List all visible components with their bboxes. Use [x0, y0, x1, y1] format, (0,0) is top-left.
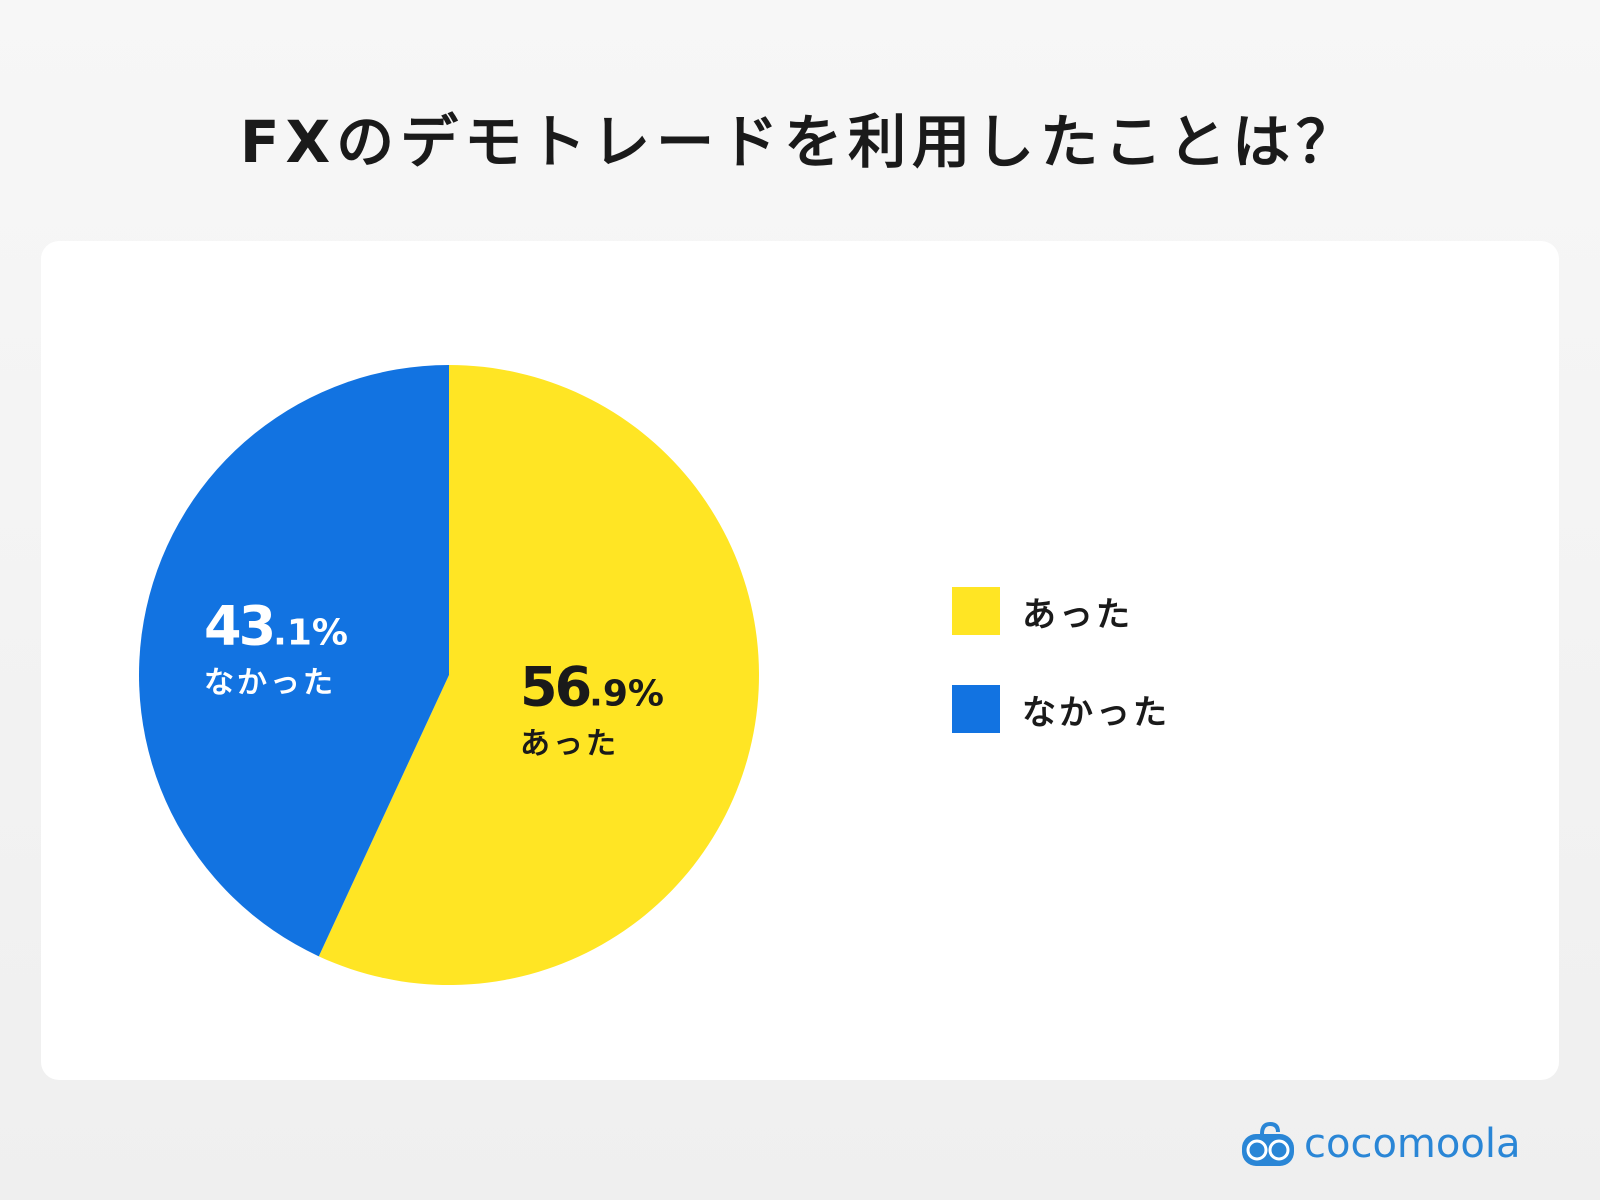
- legend-label: なかった: [1022, 692, 1170, 733]
- cocomoola-logo: cocomoola: [1240, 1120, 1520, 1168]
- slice-value: 43: [204, 594, 276, 658]
- pie-slice-0: [318, 365, 759, 986]
- slice-value: 56: [520, 655, 592, 719]
- slice-label-nakatta: 43.1% なかった: [204, 595, 348, 702]
- chart-title: FXのデモトレードを利用したことは？: [239, 108, 1361, 176]
- slice-category: あった: [520, 726, 620, 762]
- slice-label-atta: 56.9% あった: [520, 656, 664, 763]
- legend-item-nakatta: なかった: [952, 685, 1170, 733]
- legend-swatch: [952, 587, 1000, 635]
- pie-chart: [138, 365, 759, 986]
- logo-text: cocomoola: [1304, 1121, 1521, 1167]
- logo-icon: [1242, 1121, 1294, 1166]
- chart-card: 43.1% なかった 56.9% あった: [41, 241, 1559, 1080]
- pie-slice-1: [138, 365, 449, 957]
- legend: あった なかった: [952, 587, 1170, 783]
- slice-category: なかった: [204, 665, 337, 701]
- slice-value-decimal: .9%: [589, 673, 664, 715]
- legend-label: あった: [1022, 594, 1133, 635]
- slice-value-decimal: .1%: [273, 612, 348, 654]
- legend-swatch: [952, 685, 1000, 733]
- legend-item-atta: あった: [952, 587, 1170, 635]
